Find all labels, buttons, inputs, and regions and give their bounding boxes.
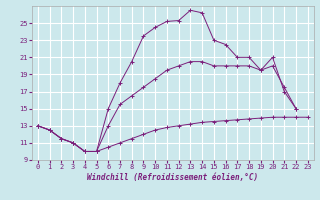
- X-axis label: Windchill (Refroidissement éolien,°C): Windchill (Refroidissement éolien,°C): [87, 173, 258, 182]
